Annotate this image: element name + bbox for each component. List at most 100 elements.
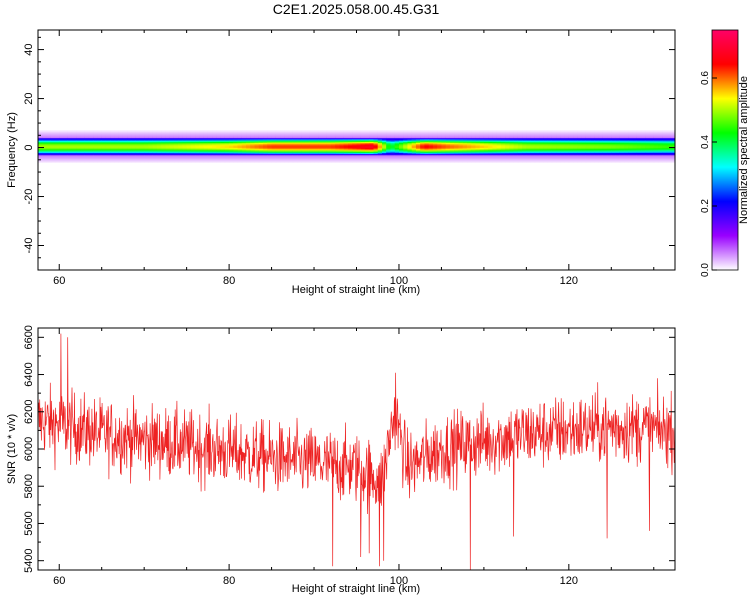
heatmap-cell — [615, 140, 621, 142]
heatmap-cell — [59, 147, 64, 150]
heatmap-cell — [139, 154, 145, 157]
heatmap-cell — [568, 132, 574, 135]
heatmap-cell — [513, 132, 519, 135]
heatmap-cell — [454, 157, 459, 159]
heatmap-cell — [641, 140, 646, 142]
heatmap-cell — [547, 141, 553, 144]
heatmap-cell — [318, 130, 323, 133]
heatmap-cell — [624, 142, 629, 145]
heatmap-cell — [105, 159, 111, 162]
heatmap-cell — [356, 148, 362, 151]
heatmap-cell — [445, 153, 451, 156]
heatmap-cell — [407, 138, 413, 141]
heatmap-cell — [339, 130, 345, 133]
heatmap-cell — [386, 142, 391, 145]
heatmap-cell — [186, 150, 192, 152]
heatmap-cell — [148, 135, 154, 137]
heatmap-cell — [84, 146, 90, 148]
heatmap-cell — [428, 130, 434, 133]
heatmap-cell — [80, 154, 86, 157]
heatmap-cell — [195, 148, 200, 151]
heatmap-cell — [492, 134, 498, 136]
heatmap-cell — [496, 138, 502, 141]
heatmap-cell — [560, 137, 565, 140]
heatmap-cell — [250, 131, 255, 134]
heatmap-cell — [624, 143, 629, 146]
heatmap-cell — [127, 134, 132, 136]
heatmap-cell — [360, 130, 366, 133]
heatmap-cell — [195, 158, 200, 161]
heatmap-cell — [492, 150, 498, 152]
heatmap-cell — [131, 131, 137, 134]
heatmap-cell — [76, 134, 81, 136]
heatmap-cell — [284, 132, 289, 135]
heatmap-cell — [322, 130, 328, 133]
heatmap-cell — [636, 132, 642, 135]
heatmap-cell — [602, 145, 608, 147]
heatmap-cell — [288, 146, 294, 148]
heatmap-cell — [139, 151, 145, 153]
heatmap-cell — [301, 137, 306, 140]
heatmap-cell — [114, 153, 120, 156]
heatmap-cell — [479, 143, 485, 146]
heatmap-cell — [394, 136, 400, 139]
heatmap-cell — [229, 158, 234, 161]
spectrogram-y-tick-label: 40 — [23, 43, 35, 55]
heatmap-cell — [352, 157, 357, 159]
heatmap-cell — [505, 130, 510, 133]
heatmap-cell — [50, 153, 56, 156]
heatmap-cell — [590, 130, 595, 133]
heatmap-cell — [101, 131, 107, 134]
heatmap-cell — [658, 130, 663, 133]
heatmap-cell — [432, 136, 438, 139]
heatmap-cell — [250, 146, 255, 148]
heatmap-cell — [297, 141, 302, 144]
heatmap-cell — [662, 145, 667, 147]
heatmap-cell — [118, 151, 124, 153]
heatmap-cell — [428, 154, 434, 157]
heatmap-cell — [348, 138, 353, 141]
heatmap-cell — [216, 141, 222, 144]
heatmap-cell — [331, 157, 336, 159]
heatmap-cell — [114, 159, 120, 162]
heatmap-cell — [105, 142, 111, 145]
heatmap-cell — [458, 138, 464, 141]
heatmap-cell — [309, 137, 315, 140]
heatmap-cell — [373, 154, 379, 157]
heatmap-cell — [331, 150, 336, 152]
heatmap-cell — [50, 143, 56, 146]
heatmap-cell — [377, 161, 383, 163]
heatmap-cell — [462, 152, 468, 155]
heatmap-cell — [624, 151, 629, 153]
heatmap-cell — [156, 151, 162, 153]
heatmap-cell — [662, 150, 667, 152]
heatmap-cell — [101, 137, 107, 140]
heatmap-cell — [445, 135, 451, 137]
heatmap-cell — [607, 138, 612, 141]
heatmap-cell — [292, 142, 298, 145]
heatmap-cell — [356, 158, 362, 161]
heatmap-cell — [173, 131, 179, 134]
heatmap-cell — [76, 158, 81, 161]
heatmap-cell — [641, 131, 646, 134]
heatmap-cell — [449, 131, 455, 134]
heatmap-cell — [131, 159, 137, 162]
heatmap-cell — [280, 153, 285, 156]
heatmap-cell — [250, 148, 255, 151]
heatmap-cell — [335, 151, 340, 153]
heatmap-cell — [331, 158, 336, 161]
heatmap-cell — [653, 159, 659, 162]
heatmap-cell — [322, 153, 328, 156]
heatmap-cell — [394, 158, 400, 161]
heatmap-cell — [488, 161, 493, 163]
heatmap-cell — [568, 150, 574, 152]
heatmap-cell — [335, 137, 340, 140]
heatmap-cell — [331, 131, 336, 134]
heatmap-cell — [458, 157, 464, 159]
heatmap-cell — [161, 156, 166, 158]
heatmap-cell — [237, 152, 243, 155]
heatmap-cell — [483, 159, 489, 162]
heatmap-cell — [288, 132, 294, 135]
heatmap-cell — [76, 145, 81, 147]
heatmap-cell — [352, 153, 357, 156]
